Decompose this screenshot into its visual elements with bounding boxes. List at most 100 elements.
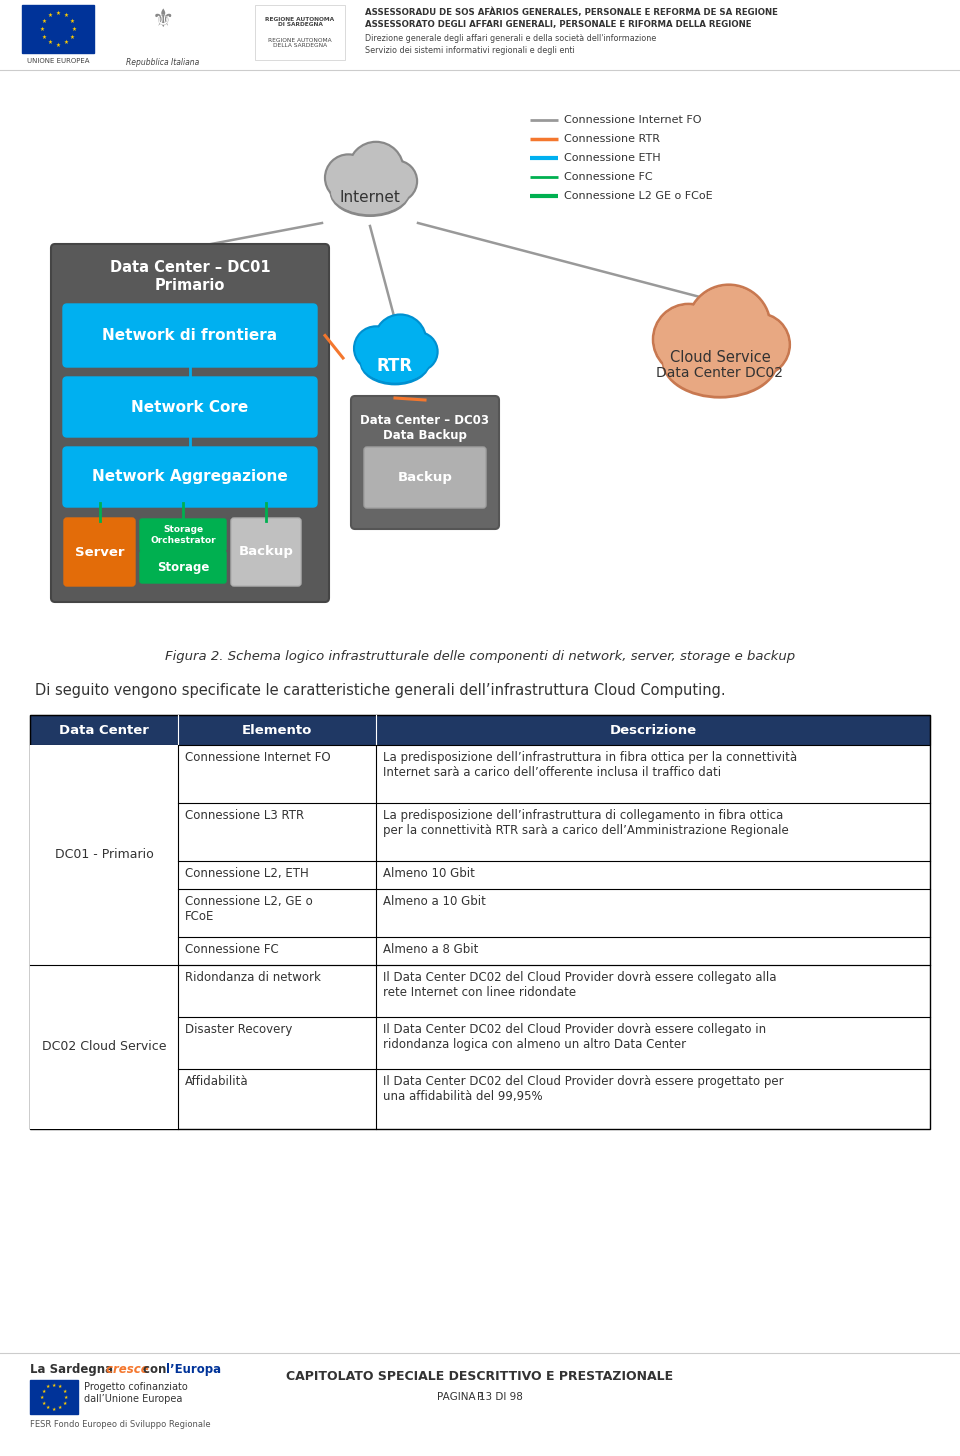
Circle shape bbox=[325, 154, 372, 201]
Text: Connessione FC: Connessione FC bbox=[564, 172, 653, 182]
Circle shape bbox=[655, 306, 723, 374]
Text: ★: ★ bbox=[62, 1389, 66, 1393]
FancyBboxPatch shape bbox=[51, 245, 329, 601]
Text: Data Center – DC03: Data Center – DC03 bbox=[361, 414, 490, 427]
Text: Connessione L3 RTR: Connessione L3 RTR bbox=[185, 810, 304, 823]
Circle shape bbox=[349, 143, 402, 195]
Circle shape bbox=[375, 316, 425, 365]
Text: Connessione Internet FO: Connessione Internet FO bbox=[185, 751, 330, 764]
Circle shape bbox=[399, 333, 437, 370]
Text: CAPITOLATO SPECIALE DESCRITTIVO E PRESTAZIONALE: CAPITOLATO SPECIALE DESCRITTIVO E PRESTA… bbox=[286, 1370, 674, 1383]
Text: Data Backup: Data Backup bbox=[383, 428, 467, 441]
Text: Connessione ETH: Connessione ETH bbox=[564, 153, 660, 163]
Text: ★: ★ bbox=[46, 1385, 50, 1389]
FancyBboxPatch shape bbox=[140, 550, 226, 582]
Text: Elemento: Elemento bbox=[242, 724, 312, 737]
FancyBboxPatch shape bbox=[63, 377, 317, 437]
FancyBboxPatch shape bbox=[140, 518, 226, 550]
Text: ★: ★ bbox=[48, 41, 53, 45]
Circle shape bbox=[354, 326, 397, 370]
Text: ★: ★ bbox=[39, 26, 44, 32]
Circle shape bbox=[326, 156, 371, 199]
Text: Figura 2. Schema logico infrastrutturale delle componenti di network, server, st: Figura 2. Schema logico infrastrutturale… bbox=[165, 649, 795, 662]
Text: DC02 Cloud Service: DC02 Cloud Service bbox=[41, 1041, 166, 1054]
Bar bbox=[30, 745, 178, 965]
Text: Network Core: Network Core bbox=[132, 399, 249, 415]
Text: Progetto cofinanziato
dall’Unione Europea: Progetto cofinanziato dall’Unione Europe… bbox=[84, 1382, 188, 1404]
Text: Il Data Center DC02 del Cloud Provider dovrà essere collegato alla
rete Internet: Il Data Center DC02 del Cloud Provider d… bbox=[383, 971, 777, 999]
Text: ★: ★ bbox=[39, 1395, 44, 1399]
Circle shape bbox=[688, 285, 769, 367]
Text: Di seguito vengono specificate le caratteristiche generali dell’infrastruttura C: Di seguito vengono specificate le caratt… bbox=[35, 683, 726, 697]
Text: Network di frontiera: Network di frontiera bbox=[103, 328, 277, 344]
Text: cresce: cresce bbox=[106, 1363, 153, 1376]
Text: UNIONE EUROPEA: UNIONE EUROPEA bbox=[27, 58, 89, 64]
Text: La predisposizione dell’infrastruttura in fibra ottica per la connettività
Inter: La predisposizione dell’infrastruttura i… bbox=[383, 751, 797, 779]
Text: ★: ★ bbox=[56, 10, 60, 16]
Text: ⚜: ⚜ bbox=[152, 7, 174, 32]
Ellipse shape bbox=[361, 341, 429, 384]
Text: Disaster Recovery: Disaster Recovery bbox=[185, 1024, 293, 1037]
Text: La predisposizione dell’infrastruttura di collegamento in fibra ottica
per la co: La predisposizione dell’infrastruttura d… bbox=[383, 810, 789, 837]
Bar bbox=[22, 4, 94, 52]
Ellipse shape bbox=[361, 342, 429, 381]
Text: Il Data Center DC02 del Cloud Provider dovrà essere progettato per
una affidabil: Il Data Center DC02 del Cloud Provider d… bbox=[383, 1075, 783, 1104]
Circle shape bbox=[374, 314, 426, 365]
Text: ★: ★ bbox=[58, 1405, 62, 1409]
Text: Connessione FC: Connessione FC bbox=[185, 943, 278, 957]
Text: P: P bbox=[477, 1392, 483, 1402]
Text: ★: ★ bbox=[52, 1383, 57, 1388]
Text: Direzione generale degli affari generali e della società dell'informazione: Direzione generale degli affari generali… bbox=[365, 33, 657, 44]
Bar bbox=[255, 4, 345, 60]
Text: Storage
Orchestrator: Storage Orchestrator bbox=[150, 526, 216, 545]
Text: Connessione RTR: Connessione RTR bbox=[564, 134, 660, 144]
Text: ASSESSORATO DEGLI AFFARI GENERALI, PERSONALE E RIFORMA DELLA REGIONE: ASSESSORATO DEGLI AFFARI GENERALI, PERSO… bbox=[365, 20, 752, 29]
Text: Ridondanza di network: Ridondanza di network bbox=[185, 971, 321, 984]
Text: RTR: RTR bbox=[377, 357, 413, 376]
Text: ★: ★ bbox=[52, 1406, 57, 1411]
Text: ASSESSORADU DE SOS AFÀRIOS GENERALES, PERSONALE E REFORMA DE SA REGIONE: ASSESSORADU DE SOS AFÀRIOS GENERALES, PE… bbox=[365, 7, 778, 17]
Bar bbox=[30, 715, 930, 745]
Text: Data Center – DC01: Data Center – DC01 bbox=[109, 261, 271, 275]
Text: ★: ★ bbox=[41, 35, 47, 39]
Text: Storage: Storage bbox=[156, 561, 209, 574]
Text: Almeno 10 Gbit: Almeno 10 Gbit bbox=[383, 866, 475, 879]
Ellipse shape bbox=[663, 326, 777, 397]
Text: ★: ★ bbox=[63, 13, 68, 17]
Text: Repubblica Italiana: Repubblica Italiana bbox=[127, 58, 200, 67]
Text: ★: ★ bbox=[41, 19, 47, 23]
Text: con: con bbox=[143, 1363, 171, 1376]
Circle shape bbox=[376, 160, 417, 201]
Circle shape bbox=[377, 162, 416, 201]
Text: REGIONE AUTONOMA
DI SARDEGNA: REGIONE AUTONOMA DI SARDEGNA bbox=[265, 16, 335, 28]
Text: Servizio dei sistemi informativi regionali e degli enti: Servizio dei sistemi informativi regiona… bbox=[365, 47, 575, 55]
Text: Network Aggregazione: Network Aggregazione bbox=[92, 469, 288, 485]
Text: Data Center DC02: Data Center DC02 bbox=[657, 365, 783, 380]
Bar bbox=[30, 1380, 78, 1414]
Text: REGIONE AUTONOMA
DELLA SARDEGNA: REGIONE AUTONOMA DELLA SARDEGNA bbox=[268, 38, 332, 48]
Text: Data Center: Data Center bbox=[60, 724, 149, 737]
FancyBboxPatch shape bbox=[231, 518, 301, 585]
Text: l’Europa: l’Europa bbox=[166, 1363, 221, 1376]
Text: ★: ★ bbox=[72, 26, 77, 32]
Text: PAGINA 13 DI 98: PAGINA 13 DI 98 bbox=[437, 1392, 523, 1402]
Text: DC01 - Primario: DC01 - Primario bbox=[55, 849, 154, 862]
Text: ★: ★ bbox=[63, 41, 68, 45]
Circle shape bbox=[348, 143, 403, 197]
Text: Connessione L2, GE o
FCoE: Connessione L2, GE o FCoE bbox=[185, 895, 313, 923]
Circle shape bbox=[729, 314, 788, 374]
Text: La Sardegna: La Sardegna bbox=[30, 1363, 117, 1376]
Circle shape bbox=[653, 304, 724, 374]
Text: ★: ★ bbox=[63, 1395, 68, 1399]
Ellipse shape bbox=[663, 329, 777, 395]
Circle shape bbox=[355, 328, 397, 370]
FancyBboxPatch shape bbox=[351, 396, 499, 529]
Text: ★: ★ bbox=[48, 13, 53, 17]
Text: Primario: Primario bbox=[155, 278, 226, 293]
Text: Cloud Service: Cloud Service bbox=[670, 349, 770, 364]
Text: Backup: Backup bbox=[397, 470, 452, 483]
Bar bbox=[30, 965, 178, 1128]
Circle shape bbox=[399, 332, 438, 371]
Text: ★: ★ bbox=[62, 1401, 66, 1405]
Text: Descrizione: Descrizione bbox=[610, 724, 697, 737]
